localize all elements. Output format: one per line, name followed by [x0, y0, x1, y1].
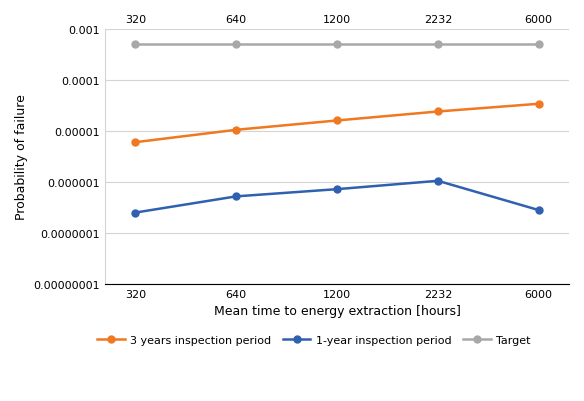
Legend: 3 years inspection period, 1-year inspection period, Target: 3 years inspection period, 1-year inspec…: [93, 330, 535, 349]
3 years inspection period: [536, 102, 543, 107]
Line: 1-year inspection period: 1-year inspection period: [132, 178, 542, 217]
3 years inspection period: [333, 119, 340, 124]
Y-axis label: Probability of failure: Probability of failure: [15, 94, 28, 220]
3 years inspection period: [132, 140, 139, 145]
Line: Target: Target: [132, 42, 542, 49]
1-year inspection period: [536, 208, 543, 213]
1-year inspection period: [232, 194, 239, 199]
Target: [536, 43, 543, 47]
1-year inspection period: [434, 179, 442, 184]
3 years inspection period: [434, 110, 442, 115]
X-axis label: Mean time to energy extraction [hours]: Mean time to energy extraction [hours]: [214, 304, 460, 318]
Target: [333, 43, 340, 47]
Line: 3 years inspection period: 3 years inspection period: [132, 101, 542, 146]
Target: [434, 43, 442, 47]
1-year inspection period: [333, 187, 340, 192]
3 years inspection period: [232, 128, 239, 133]
1-year inspection period: [132, 211, 139, 215]
Target: [132, 43, 139, 47]
Target: [232, 43, 239, 47]
